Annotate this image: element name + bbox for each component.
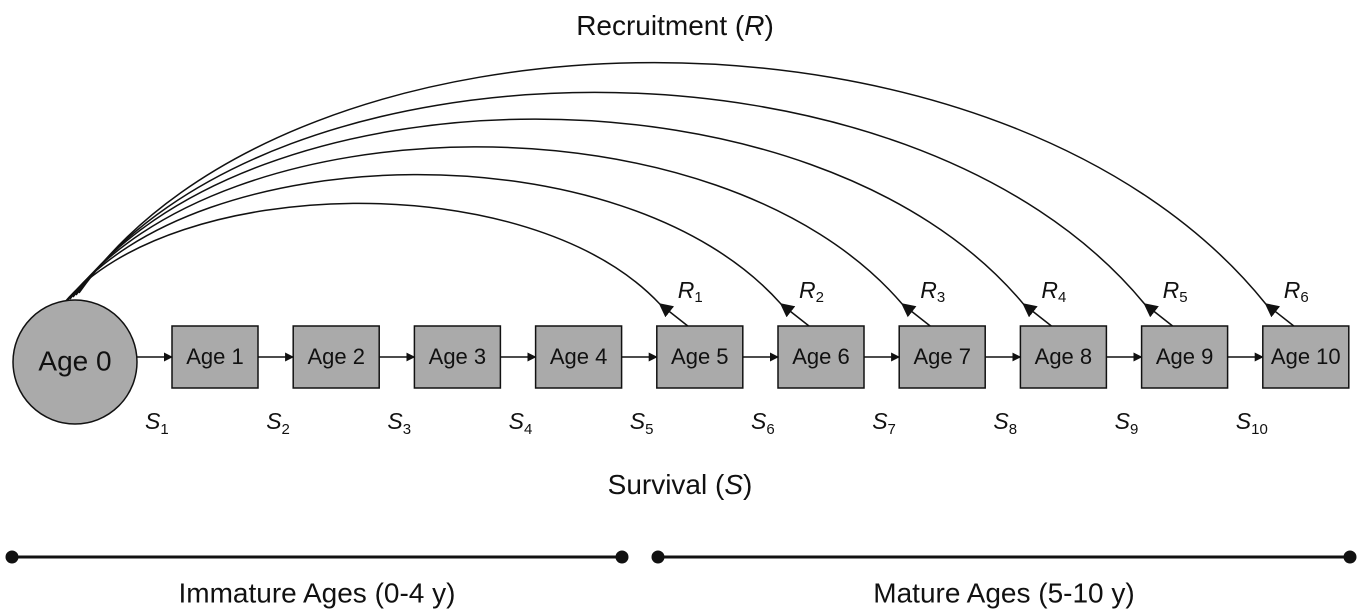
- rate-subscript: 10: [1251, 421, 1268, 438]
- recruitment-arc: [78, 62, 1267, 305]
- recruitment-rate: R2: [799, 277, 824, 306]
- survival-rate: S1: [145, 408, 169, 438]
- recruitment-arc: [75, 91, 1146, 305]
- survival-rate: S3: [387, 408, 411, 438]
- age-node: [777, 325, 865, 389]
- title-text: ): [743, 469, 752, 500]
- rate-subscript: 2: [282, 421, 290, 438]
- stage-dot: [1343, 550, 1357, 564]
- age-label: Age 9: [1156, 344, 1214, 369]
- survival-rate: S9: [1115, 408, 1139, 438]
- rate-subscript: 7: [888, 421, 896, 438]
- recruitment-arrow: [658, 303, 689, 327]
- rate-subscript: 5: [1179, 289, 1187, 306]
- recruitment-rate: R5: [1163, 277, 1188, 306]
- rate-symbol: S: [509, 408, 525, 434]
- age-label: Age 4: [550, 344, 608, 369]
- recruitment-arc: [63, 202, 661, 305]
- rate-symbol: S: [1236, 408, 1252, 434]
- age-label: Age 6: [792, 344, 850, 369]
- survival-rate: S7: [872, 408, 896, 438]
- title-symbol: R: [744, 10, 764, 41]
- age-label: Age 3: [429, 344, 487, 369]
- rate-symbol: S: [872, 408, 888, 434]
- survival-title: Survival (S): [608, 469, 753, 500]
- age-node: [1262, 325, 1350, 389]
- title-text: ): [764, 10, 773, 41]
- age-label: Age 8: [1035, 344, 1093, 369]
- rate-symbol: R: [1163, 277, 1180, 303]
- recruitment-arrow: [1264, 303, 1295, 327]
- rate-symbol: R: [1041, 277, 1058, 303]
- stage-dot: [615, 550, 629, 564]
- rate-subscript: 3: [403, 421, 411, 438]
- recruitment-rate: R1: [678, 277, 703, 306]
- rate-symbol: R: [920, 277, 937, 303]
- age-node: [171, 325, 259, 389]
- stage-dot: [651, 550, 665, 564]
- age-node: [292, 325, 380, 389]
- rate-symbol: S: [266, 408, 282, 434]
- rate-subscript: 4: [1058, 289, 1066, 306]
- stage-label: Immature Ages (0-4 y): [179, 577, 456, 608]
- age-label: Age 0: [38, 345, 111, 376]
- rate-symbol: R: [799, 277, 816, 303]
- recruitment-arc: [69, 146, 903, 305]
- title-symbol: S: [724, 469, 743, 500]
- survival-rate: S10: [1236, 408, 1268, 438]
- age-label: Age 7: [913, 344, 971, 369]
- rate-symbol: S: [993, 408, 1009, 434]
- rate-subscript: 6: [766, 421, 774, 438]
- rate-subscript: 1: [160, 421, 168, 438]
- age-label: Age 2: [307, 344, 365, 369]
- recruitment-rate: R6: [1284, 277, 1309, 306]
- rate-symbol: S: [145, 408, 161, 434]
- recruitment-arrow: [779, 303, 810, 327]
- rate-symbol: S: [387, 408, 403, 434]
- recruitment-arrow: [1143, 303, 1174, 327]
- recruitment-rate: R3: [920, 277, 945, 306]
- survival-rate: S2: [266, 408, 290, 438]
- stage-label: Mature Ages (5-10 y): [873, 577, 1134, 608]
- rate-subscript: 8: [1009, 421, 1017, 438]
- recruitment-arc: [66, 173, 782, 305]
- survival-rate: S6: [751, 408, 775, 438]
- age-label: Age 5: [671, 344, 729, 369]
- rate-subscript: 4: [524, 421, 532, 438]
- rate-subscript: 5: [645, 421, 653, 438]
- title-text: Recruitment (: [576, 10, 745, 41]
- recruitment-arrow: [1022, 303, 1052, 327]
- rate-symbol: R: [1284, 277, 1301, 303]
- rate-symbol: R: [678, 277, 695, 303]
- rate-subscript: 6: [1300, 289, 1308, 306]
- recruitment-rate: R4: [1041, 277, 1066, 306]
- recruitment-title: Recruitment (R): [576, 10, 774, 41]
- recruitment-arc: [72, 118, 1024, 305]
- survival-rate: S8: [993, 408, 1017, 438]
- rate-symbol: S: [751, 408, 767, 434]
- survival-rate: S4: [509, 408, 533, 438]
- age-node: [12, 299, 138, 425]
- stage-dot: [5, 550, 19, 564]
- age-label: Age 10: [1271, 344, 1341, 369]
- rate-symbol: S: [630, 408, 646, 434]
- rate-symbol: S: [1115, 408, 1131, 434]
- rate-subscript: 9: [1130, 421, 1138, 438]
- rate-subscript: 2: [816, 289, 824, 306]
- survival-rate: S5: [630, 408, 654, 438]
- rate-subscript: 3: [937, 289, 945, 306]
- title-text: Survival (: [608, 469, 725, 500]
- recruitment-arrow: [901, 303, 931, 327]
- age-label: Age 1: [186, 344, 244, 369]
- age-node: [534, 325, 623, 389]
- rate-subscript: 1: [694, 289, 702, 306]
- stage-bars: [5, 550, 1357, 564]
